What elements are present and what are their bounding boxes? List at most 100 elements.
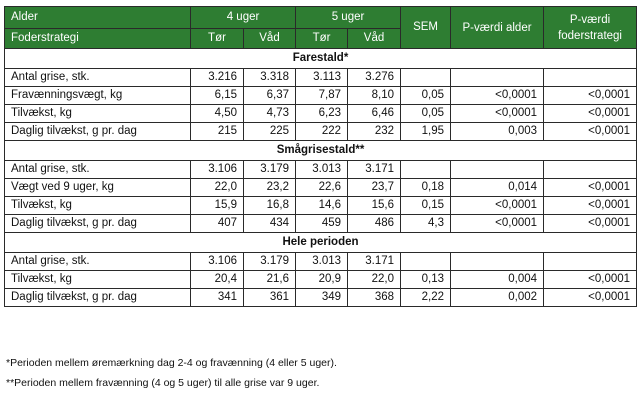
value-cell: 434 [242, 214, 297, 233]
value-cell: 3.171 [347, 252, 402, 271]
table-row: Daglig tilvækst, g pr. dag 407 434 459 486 4,… [4, 214, 638, 233]
p-alder-cell: <0,0001 [450, 214, 545, 233]
value-cell: 349 [295, 288, 349, 307]
table-row: Antal grise, stk. 3.106 3.179 3.013 3.171 [4, 160, 638, 179]
sem-cell [400, 252, 452, 271]
value-cell: 4,50 [190, 104, 244, 123]
value-cell: 22,0 [190, 178, 244, 197]
p-foder-cell: <0,0001 [543, 288, 638, 307]
value-cell: 8,10 [347, 86, 402, 105]
p-foder-cell: <0,0001 [543, 178, 638, 197]
value-cell: 215 [190, 122, 244, 141]
value-cell: 16,8 [242, 196, 297, 215]
value-cell: 222 [295, 122, 349, 141]
sem-cell: 0,05 [400, 86, 452, 105]
table-row: Fravænningsvægt, kg 6,15 6,37 7,87 8,10 0,05 <… [4, 86, 638, 105]
sem-cell: 0,15 [400, 196, 452, 215]
row-label: Tilvækst, kg [4, 270, 191, 289]
row-label: Tilvækst, kg [4, 104, 191, 123]
sem-cell: 1,95 [400, 122, 452, 141]
sub-col-header: Våd [347, 28, 402, 49]
section-title: Farestald* [3, 48, 638, 69]
results-table: Alder 4 uger 5 uger SEM P-værdi alder P-… [3, 6, 638, 307]
footnote-2: **Perioden mellem fravænning (4 og 5 uge… [6, 377, 320, 389]
table-row: Tilvækst, kg 4,50 4,73 6,23 6,46 0,05 <0,0001 <… [4, 104, 638, 123]
p-foder-cell [543, 160, 638, 179]
section-header-row: Smågrisestald** [3, 140, 638, 161]
table-header: Alder 4 uger 5 uger SEM P-værdi alder P-… [4, 6, 638, 49]
sem-header: SEM [400, 6, 452, 49]
row-label: Antal grise, stk. [4, 68, 191, 87]
p-foder-cell: <0,0001 [543, 104, 638, 123]
p-alder-cell: 0,014 [450, 178, 545, 197]
p-alder-cell: 0,002 [450, 288, 545, 307]
sub-col-header: Våd [242, 28, 297, 49]
value-cell: 21,6 [242, 270, 297, 289]
sub-col-header: Tør [295, 28, 349, 49]
p-foder-header: P-værdi foderstrategi [543, 6, 638, 49]
row-label: Fravænningsvægt, kg [4, 86, 191, 105]
sem-cell: 2,22 [400, 288, 452, 307]
value-cell: 15,9 [190, 196, 244, 215]
table-row: Daglig tilvækst, g pr. dag 341 361 349 368 2,… [4, 288, 638, 307]
row-label: Antal grise, stk. [4, 252, 191, 271]
value-cell: 7,87 [295, 86, 349, 105]
value-cell: 225 [242, 122, 297, 141]
section-header-row: Farestald* [3, 48, 638, 69]
row-label: Daglig tilvækst, g pr. dag [4, 288, 191, 307]
row-label: Daglig tilvækst, g pr. dag [4, 214, 191, 233]
value-cell: 3.013 [295, 252, 349, 271]
table-row: Vægt ved 9 uger, kg 22,0 23,2 22,6 23,7 0,18 0… [4, 178, 638, 197]
table-row: Antal grise, stk. 3.106 3.179 3.013 3.171 [4, 252, 638, 271]
value-cell: 6,15 [190, 86, 244, 105]
value-cell: 4,73 [242, 104, 297, 123]
foderstrategi-header: Foderstrategi [4, 28, 191, 49]
value-cell: 3.113 [295, 68, 349, 87]
results-table-container: Alder 4 uger 5 uger SEM P-værdi alder P-… [3, 6, 638, 307]
table-row: Antal grise, stk. 3.216 3.318 3.113 3.276 [4, 68, 638, 87]
p-alder-cell [450, 252, 545, 271]
value-cell: 232 [347, 122, 402, 141]
value-cell: 486 [347, 214, 402, 233]
row-label: Antal grise, stk. [4, 160, 191, 179]
table-row: Daglig tilvækst, g pr. dag 215 225 222 232 1,… [4, 122, 638, 141]
value-cell: 3.216 [190, 68, 244, 87]
value-cell: 3.318 [242, 68, 297, 87]
value-cell: 22,6 [295, 178, 349, 197]
p-alder-cell: 0,004 [450, 270, 545, 289]
sem-cell [400, 160, 452, 179]
row-label: Daglig tilvækst, g pr. dag [4, 122, 191, 141]
value-cell: 361 [242, 288, 297, 307]
table-row: Tilvækst, kg 15,9 16,8 14,6 15,6 0,15 <0,0001 <… [4, 196, 638, 215]
footnote-1: *Perioden mellem øremærkning dag 2-4 og … [6, 357, 337, 369]
section-title: Hele perioden [3, 232, 638, 253]
table-body: Farestald* Antal grise, stk. 3.216 3.318 3.1… [3, 48, 638, 307]
value-cell: 23,2 [242, 178, 297, 197]
section-header-row: Hele perioden [3, 232, 638, 253]
alder-header: Alder [4, 6, 191, 29]
sem-cell [400, 68, 452, 87]
value-cell: 3.106 [190, 160, 244, 179]
value-cell: 23,7 [347, 178, 402, 197]
age-group-5-header: 5 uger [295, 6, 402, 29]
sem-cell: 0,13 [400, 270, 452, 289]
sem-cell: 0,05 [400, 104, 452, 123]
row-label: Tilvækst, kg [4, 196, 191, 215]
value-cell: 14,6 [295, 196, 349, 215]
value-cell: 6,23 [295, 104, 349, 123]
value-cell: 459 [295, 214, 349, 233]
value-cell: 15,6 [347, 196, 402, 215]
value-cell: 341 [190, 288, 244, 307]
footnotes: *Perioden mellem øremærkning dag 2-4 og … [6, 356, 337, 396]
p-foder-cell [543, 68, 638, 87]
p-alder-cell: <0,0001 [450, 104, 545, 123]
sub-col-header: Tør [190, 28, 244, 49]
p-foder-cell: <0,0001 [543, 214, 638, 233]
p-foder-cell: <0,0001 [543, 86, 638, 105]
value-cell: 407 [190, 214, 244, 233]
value-cell: 3.171 [347, 160, 402, 179]
value-cell: 368 [347, 288, 402, 307]
row-label: Vægt ved 9 uger, kg [4, 178, 191, 197]
value-cell: 6,37 [242, 86, 297, 105]
section-title: Smågrisestald** [3, 140, 638, 161]
